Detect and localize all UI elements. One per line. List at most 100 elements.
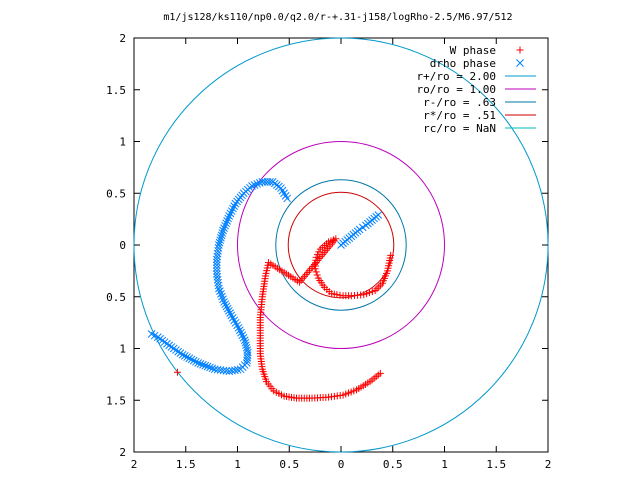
drho-phase-point	[253, 180, 262, 188]
legend-label: drho phase	[430, 57, 496, 70]
w-phase-point	[262, 269, 270, 277]
drho-phase-point	[167, 343, 176, 351]
drho-phase-point	[240, 336, 249, 345]
drho-phase-point	[222, 302, 231, 311]
drho-phase-point	[270, 179, 279, 188]
w-phase-point	[384, 264, 392, 272]
drho-phase-point	[203, 362, 212, 371]
drho-phase-point	[226, 209, 235, 218]
drho-phase-point	[217, 231, 226, 240]
drho-phase-point	[217, 233, 225, 242]
drho-phase-point	[199, 360, 207, 369]
drho-phase-point	[234, 323, 243, 332]
w-phase-point	[330, 290, 338, 298]
w-phase-point	[350, 387, 358, 395]
drho-phase-point	[218, 229, 227, 237]
legend-marker	[516, 59, 524, 67]
drho-phase-point	[255, 179, 264, 187]
circle-1	[237, 141, 445, 349]
drho-phase-point	[216, 236, 225, 245]
drho-phase-point	[225, 212, 234, 220]
y-tick-label: 2	[119, 446, 126, 459]
drho-phase-point	[150, 331, 159, 340]
w-phase-point	[342, 292, 350, 300]
w-phase-point	[379, 277, 387, 285]
drho-phase-point	[358, 223, 367, 232]
drho-phase-point	[213, 249, 222, 258]
w-phase-point	[323, 286, 331, 294]
drho-phase-point	[183, 353, 191, 361]
x-tick-label: 0.5	[279, 458, 299, 471]
w-phase-point	[365, 289, 373, 297]
drho-phase-point	[208, 364, 217, 373]
x-tick-label: 0	[338, 458, 345, 471]
drho-phase-point	[242, 341, 250, 350]
drho-phase-point	[224, 214, 233, 223]
drho-phase-point	[217, 289, 225, 298]
y-tick-label: 1.5	[106, 84, 126, 97]
w-phase-point	[336, 391, 344, 399]
legend-marker	[516, 46, 524, 54]
drho-phase-point	[223, 304, 232, 313]
drho-phase-point	[189, 356, 198, 365]
legend-label: r+/ro = 2.00	[417, 70, 496, 83]
drho-phase-point	[216, 287, 224, 296]
drho-phase-point	[238, 331, 247, 340]
drho-phase-point	[156, 334, 164, 343]
drho-phase-point	[228, 366, 236, 375]
w-phase-point	[363, 290, 371, 298]
drho-phase-point	[372, 212, 381, 221]
w-phase-point	[336, 291, 344, 299]
drho-phase-point	[250, 181, 259, 189]
drho-phase-point	[230, 202, 239, 210]
chart-title: m1/js128/ks110/np0.0/q2.0/r-+.31-j158/lo…	[163, 12, 512, 23]
drho-phase-point	[220, 298, 228, 306]
w-phase-point	[364, 379, 372, 387]
legend-label: W phase	[450, 44, 496, 57]
drho-phase-point	[221, 221, 229, 230]
drho-phase-point	[194, 359, 203, 367]
drho-phase-point	[263, 178, 272, 186]
y-tick-label: 1	[119, 343, 126, 356]
drho-phase-point	[212, 264, 221, 273]
w-phase-point	[368, 288, 376, 296]
w-phase-point	[297, 276, 305, 284]
w-phase-point	[277, 391, 285, 399]
y-tick-label: 0.5	[106, 291, 126, 304]
drho-phase-point	[185, 354, 194, 363]
x-tick-label: 2	[131, 458, 138, 471]
drho-phase-point	[243, 353, 252, 362]
drho-phase-point	[220, 224, 228, 232]
legend-label: rc/ro = NaN	[423, 122, 496, 135]
drho-phase-point	[196, 360, 205, 368]
y-tick-label: 0.5	[106, 187, 126, 200]
y-tick-label: 2	[119, 32, 126, 45]
x-tick-label: 0.5	[383, 458, 403, 471]
drho-phase-point	[214, 278, 222, 287]
x-tick-label: 1	[234, 458, 241, 471]
w-phase-point	[259, 290, 267, 298]
w-phase-point	[374, 371, 382, 379]
legend-label: r*/ro = .51	[423, 109, 496, 122]
w-phase-point	[375, 283, 383, 291]
w-phase-point	[258, 363, 266, 371]
legend-label: ro/ro = 1.00	[417, 83, 496, 96]
drho-phase-point	[227, 311, 236, 320]
x-tick-label: 1.5	[176, 458, 196, 471]
data-series	[147, 178, 395, 402]
series-1	[147, 178, 383, 376]
drho-phase-point	[231, 318, 240, 327]
drho-phase-point	[219, 295, 227, 304]
w-phase-point	[268, 385, 276, 393]
drho-phase-point	[225, 307, 233, 315]
drho-phase-point	[227, 207, 236, 215]
series-0	[173, 235, 395, 402]
y-tick-label: 1.5	[106, 394, 126, 407]
w-phase-point	[313, 271, 321, 279]
drho-phase-point	[187, 355, 196, 364]
drho-phase-point	[243, 356, 251, 365]
w-phase-point	[173, 368, 181, 376]
